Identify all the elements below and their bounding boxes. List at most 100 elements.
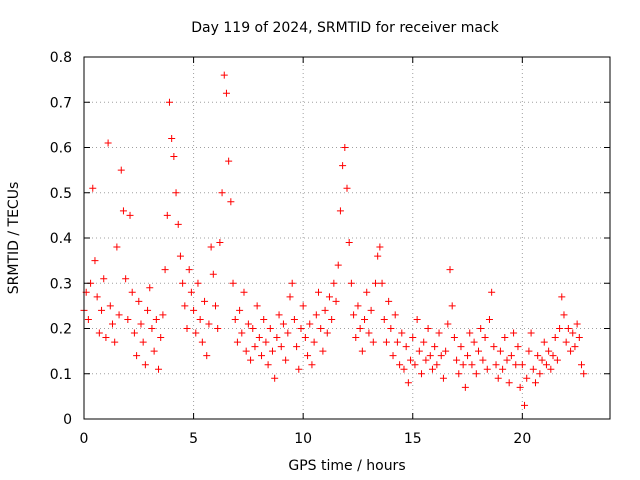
data-point	[428, 365, 436, 373]
data-point	[365, 329, 373, 337]
data-point	[218, 189, 226, 197]
data-point	[253, 302, 261, 310]
data-point	[181, 302, 189, 310]
data-point	[222, 89, 230, 97]
data-point	[369, 338, 377, 346]
data-point	[567, 347, 575, 355]
data-point	[124, 315, 132, 323]
data-point	[448, 302, 456, 310]
data-point	[209, 270, 217, 278]
data-point	[323, 329, 331, 337]
data-point	[496, 347, 504, 355]
data-point	[468, 361, 476, 369]
data-point	[220, 71, 228, 79]
data-point	[119, 207, 127, 215]
data-point	[545, 347, 553, 355]
data-point	[409, 334, 417, 342]
data-point	[485, 315, 493, 323]
data-point	[503, 356, 511, 364]
data-point	[418, 370, 426, 378]
data-point	[317, 325, 325, 332]
data-point	[115, 311, 123, 319]
data-point	[268, 347, 276, 355]
data-point	[536, 370, 544, 378]
data-point	[135, 297, 143, 305]
data-point	[516, 383, 524, 391]
data-point	[238, 329, 246, 337]
data-point	[481, 334, 489, 342]
data-point	[387, 325, 395, 332]
data-point	[229, 279, 237, 287]
chart-title: Day 119 of 2024, SRMTID for receiver mac…	[191, 20, 499, 36]
data-point	[310, 338, 318, 346]
data-point	[282, 356, 290, 364]
data-point	[398, 329, 406, 337]
data-point	[514, 343, 522, 351]
data-point	[407, 356, 415, 364]
data-point	[542, 361, 550, 369]
data-point	[130, 329, 138, 337]
data-point	[470, 338, 478, 346]
data-point	[494, 374, 502, 382]
data-point	[431, 343, 439, 351]
y-tick-label: 0.4	[50, 231, 72, 247]
data-point	[306, 320, 314, 328]
data-point	[242, 347, 250, 355]
data-point	[187, 288, 195, 296]
data-point	[216, 239, 224, 247]
data-point	[290, 315, 298, 323]
data-point	[91, 257, 99, 265]
data-point	[172, 189, 180, 197]
data-point	[393, 338, 401, 346]
data-point	[341, 144, 349, 151]
data-point	[455, 370, 463, 378]
data-point	[111, 338, 119, 346]
data-point	[400, 365, 408, 373]
data-point	[161, 266, 169, 274]
data-point	[260, 315, 268, 323]
data-point	[144, 306, 152, 314]
data-point	[192, 329, 200, 337]
data-point	[433, 361, 441, 369]
data-point	[453, 356, 461, 364]
data-point	[556, 325, 564, 332]
data-point	[354, 302, 362, 310]
data-point	[104, 139, 112, 147]
data-point	[159, 311, 167, 319]
data-point	[479, 356, 487, 364]
data-point	[569, 329, 577, 337]
data-point	[512, 361, 520, 369]
data-point	[275, 311, 283, 319]
data-point	[540, 338, 548, 346]
data-point	[380, 315, 388, 323]
data-point	[356, 325, 364, 332]
data-point	[190, 306, 198, 314]
data-point	[531, 379, 539, 387]
data-point	[560, 311, 568, 319]
data-point	[518, 361, 526, 369]
data-point	[529, 365, 537, 373]
data-point	[308, 361, 316, 369]
y-tick-label: 0.1	[50, 367, 72, 383]
data-point	[472, 370, 480, 378]
y-tick-label: 0.5	[50, 186, 72, 202]
data-point	[499, 365, 507, 373]
data-point	[551, 334, 559, 342]
data-point	[264, 361, 272, 369]
data-point	[201, 297, 209, 305]
data-point	[207, 243, 215, 251]
data-point	[435, 329, 443, 337]
data-point	[547, 365, 555, 373]
data-point	[286, 293, 294, 301]
data-point	[347, 279, 355, 287]
data-point	[185, 266, 193, 274]
data-point	[358, 347, 366, 355]
y-tick-label: 0.3	[50, 276, 72, 292]
data-point	[505, 379, 513, 387]
data-point	[126, 211, 134, 219]
x-axis-label: GPS time / hours	[288, 458, 405, 474]
data-point	[163, 211, 171, 219]
data-point	[137, 320, 145, 328]
data-point	[203, 352, 211, 360]
